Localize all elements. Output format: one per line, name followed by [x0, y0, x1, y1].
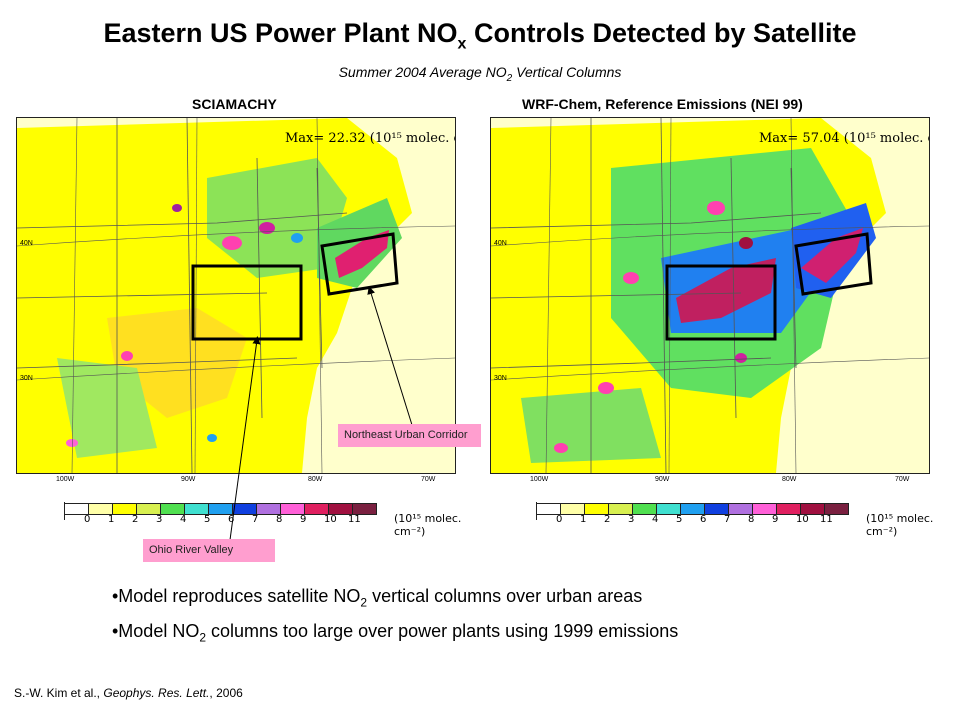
map-wrf-chem: Max= 57.04 (10¹⁵ molec. cm⁻²) 40N 30N [490, 117, 930, 474]
colorbar-swatch [257, 503, 281, 515]
colorbar-swatch [89, 503, 113, 515]
colorbar-swatch [537, 503, 561, 515]
colorbar-swatch [137, 503, 161, 515]
colorbar-tick-label: 9 [300, 514, 307, 525]
colorbar-tick-label: 2 [604, 514, 611, 525]
colorbar-swatch [729, 503, 753, 515]
colorbar-tick-label: 0 [84, 514, 91, 525]
callout-ohio-river-valley: Ohio River Valley [143, 539, 275, 562]
colorbar-tick-label: 9 [772, 514, 779, 525]
lon-labels-right: 100W 90W 80W 70W [530, 476, 910, 483]
slide-title: Eastern US Power Plant NOx Controls Dete… [103, 18, 857, 53]
colorbar-tick-label: 6 [700, 514, 707, 525]
colorbar-tick-label: 8 [276, 514, 283, 525]
colorbar-tick-label: 3 [628, 514, 635, 525]
colorbar-tick-label: 11 [348, 514, 361, 525]
lon-labels-left: 100W 90W 80W 70W [56, 476, 436, 483]
bullet-list: •Model reproduces satellite NO2 vertical… [112, 582, 678, 651]
colorbar-tick-label: 7 [724, 514, 731, 525]
colorbar-tick-label: 7 [252, 514, 259, 525]
colorbar-tick-label: 1 [108, 514, 115, 525]
colorbar-swatch [65, 503, 89, 515]
colorbar-swatch [753, 503, 777, 515]
colorbar-cells [536, 502, 849, 520]
map-sciamachy: Max= 22.32 (10¹⁵ molec. cm⁻²) 40N 30N [16, 117, 456, 474]
colorbar-unit: (10¹⁵ molec. cm⁻²) [866, 512, 934, 538]
colorbar-swatch [329, 503, 353, 515]
colorbar-swatch [825, 503, 849, 515]
colorbar-tick-label: 1 [580, 514, 587, 525]
colorbar-tick-label: 2 [132, 514, 139, 525]
colorbar-swatch [585, 503, 609, 515]
colorbar-swatch [209, 503, 233, 515]
panel-title-sciamachy: SCIAMACHY [192, 96, 277, 112]
colorbar-tick-label: 3 [156, 514, 163, 525]
colorbar-swatch [633, 503, 657, 515]
colorbar-right: 0 1 2 3 4 5 6 7 8 9 10 11 (10¹⁵ molec. cm⁻²) [536, 502, 956, 538]
colorbar-tick-label: 5 [676, 514, 683, 525]
colorbar-swatch [161, 503, 185, 515]
colorbar-swatch [609, 503, 633, 515]
max-label-wrf-chem: Max= 57.04 (10¹⁵ molec. cm⁻²) [759, 131, 929, 146]
colorbar-tick-label: 0 [556, 514, 563, 525]
colorbar-swatch [353, 503, 377, 515]
colorbar-tick-label: 10 [324, 514, 337, 525]
bullet-item: •Model reproduces satellite NO2 vertical… [112, 586, 643, 610]
callout-northeast-urban-corridor: Northeast Urban Corridor [338, 424, 481, 447]
lat-label-30n: 30N [494, 375, 507, 382]
colorbar-tick-label: 4 [652, 514, 659, 525]
lat-label-40n: 40N [20, 240, 33, 247]
colorbar-swatch [561, 503, 585, 515]
max-label-sciamachy: Max= 22.32 (10¹⁵ molec. cm⁻²) [285, 131, 455, 146]
colorbar-swatch [281, 503, 305, 515]
colorbar-swatch [185, 503, 209, 515]
slide-subtitle: Summer 2004 Average NO2 Vertical Columns [338, 64, 622, 84]
colorbar-swatch [305, 503, 329, 515]
colorbar-swatch [777, 503, 801, 515]
bullet-item: •Model NO2 columns too large over power … [112, 620, 679, 645]
citation: S.-W. Kim et al., Geophys. Res. Lett., 2… [14, 686, 243, 700]
colorbar-swatch [113, 503, 137, 515]
colorbar-tick-label: 5 [204, 514, 211, 525]
colorbar-tick-label: 6 [228, 514, 235, 525]
colorbar-unit: (10¹⁵ molec. cm⁻²) [394, 512, 462, 538]
colorbar-tick-label: 4 [180, 514, 187, 525]
lat-label-40n: 40N [494, 240, 507, 247]
colorbar-tick-label: 8 [748, 514, 755, 525]
lat-label-30n: 30N [20, 375, 33, 382]
colorbar-swatch [801, 503, 825, 515]
colorbar-swatch [705, 503, 729, 515]
colorbar-swatch [681, 503, 705, 515]
colorbar-cells [64, 502, 377, 520]
colorbar-tick-label: 10 [796, 514, 809, 525]
colorbar-swatch [657, 503, 681, 515]
colorbar-left: 0 1 2 3 4 5 6 7 8 9 10 11 (10¹⁵ molec. cm⁻²) [64, 502, 464, 538]
panel-title-wrf-chem: WRF-Chem, Reference Emissions (NEI 99) [522, 96, 803, 112]
colorbar-tick-label: 11 [820, 514, 833, 525]
colorbar-swatch [233, 503, 257, 515]
